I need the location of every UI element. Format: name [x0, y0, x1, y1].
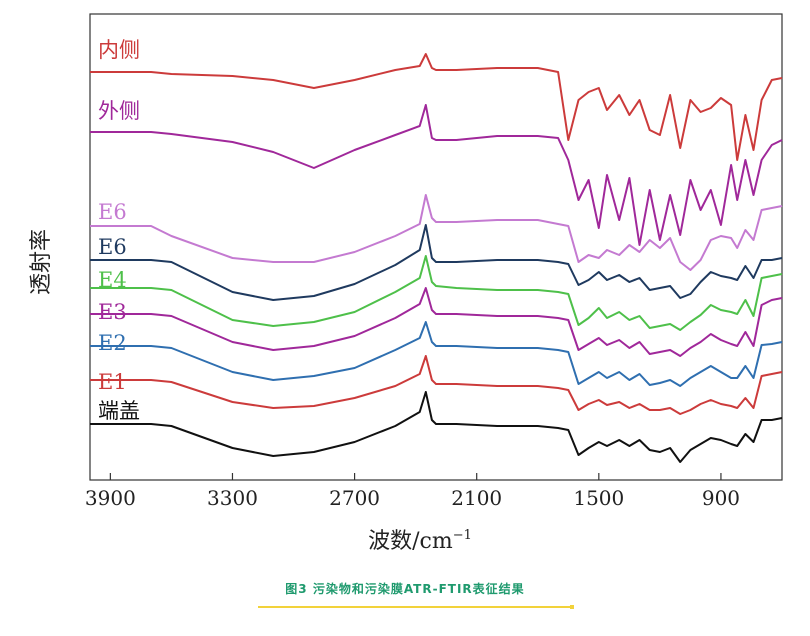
series-line-6 [90, 321, 783, 387]
caption-underline [258, 606, 572, 608]
x-axis-label: 波数/cm−1 [368, 528, 472, 554]
series-line-2 [90, 194, 783, 271]
caption-underline-end [570, 605, 574, 609]
series-line-3 [90, 224, 783, 301]
y-axis-label: 透射率 [29, 229, 54, 295]
series-line-0 [90, 53, 783, 161]
series-line-5 [90, 287, 783, 357]
series-label-4: E4 [98, 268, 127, 292]
series-line-4 [90, 255, 783, 331]
x-tick-label-5: 900 [702, 486, 740, 510]
x-tick-label-0: 3900 [85, 486, 136, 510]
series-line-8 [90, 391, 783, 463]
series-label-6: E2 [98, 331, 127, 355]
figure-caption: 图3 污染物和污染膜ATR-FTIR表征结果 [285, 582, 525, 596]
series-label-0: 内侧 [98, 38, 140, 62]
x-tick-label-2: 2700 [329, 486, 380, 510]
x-tick-label-3: 2100 [451, 486, 502, 510]
series-label-3: E6 [98, 235, 127, 259]
series-line-7 [90, 355, 783, 415]
series-label-7: E1 [98, 370, 127, 394]
x-tick-label-1: 3300 [207, 486, 258, 510]
series-label-2: E6 [98, 200, 127, 224]
series-label-1: 外侧 [98, 99, 140, 123]
x-tick-label-4: 1500 [573, 486, 624, 510]
x-axis-label-text: 波数/cm [368, 529, 453, 554]
series-layer [90, 53, 783, 463]
x-axis-label-superscript: −1 [453, 528, 472, 543]
plot-frame [89, 13, 783, 481]
series-line-1 [90, 104, 783, 246]
x-tick-layer: 3900 3300 2700 2100 1500 900 [85, 473, 740, 510]
series-label-5: E3 [98, 300, 127, 324]
series-label-8: 端盖 [98, 399, 140, 423]
